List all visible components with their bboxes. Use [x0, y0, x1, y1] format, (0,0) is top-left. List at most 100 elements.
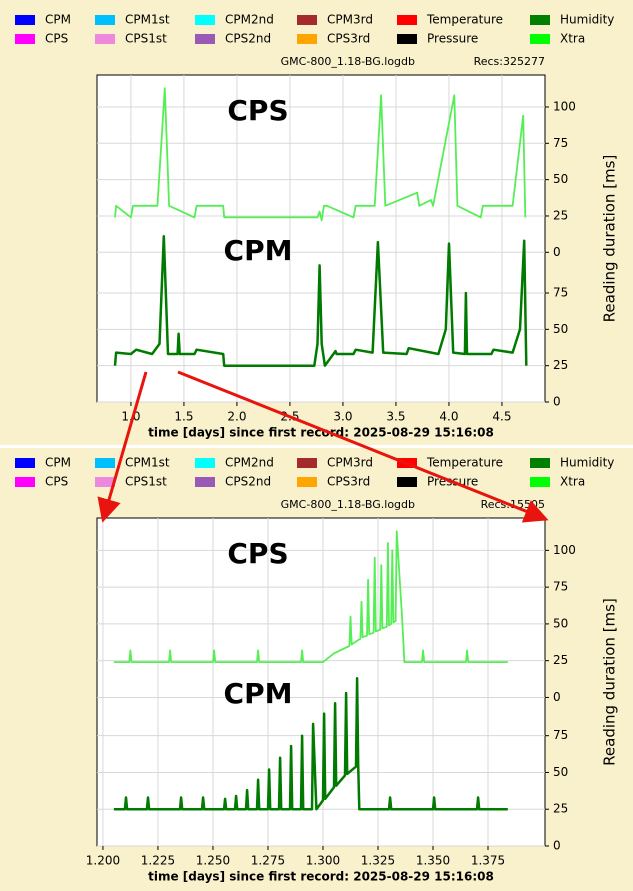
y2-tick-label: 0: [553, 690, 561, 704]
legend-label: CPM: [45, 456, 71, 470]
chart: CPMCPSCPM1stCPS1stCPM2ndCPS2ndCPM3rdCPS3…: [15, 13, 619, 440]
file-name: GMC-800_1.18-BG.logdb: [281, 55, 415, 68]
legend-label: Pressure: [427, 32, 478, 46]
legend-swatch: [297, 15, 317, 25]
charts: CPMCPSCPM1stCPS1stCPM2ndCPS2ndCPM3rdCPS3…: [15, 13, 619, 884]
annotation: CPM: [224, 677, 293, 710]
legend-swatch: [530, 477, 550, 487]
y-tick-label: 25: [553, 358, 568, 372]
x-tick-label: 1.250: [196, 854, 230, 868]
annotation: CPM: [224, 234, 293, 267]
y-tick-label: 50: [553, 765, 568, 779]
legend-swatch: [95, 34, 115, 44]
legend-label: CPS3rd: [327, 475, 370, 489]
legend-swatch: [397, 34, 417, 44]
legend-swatch: [397, 477, 417, 487]
legend-label: CPM2nd: [225, 13, 274, 27]
y-tick-label: 50: [553, 322, 568, 336]
legend-swatch: [297, 458, 317, 468]
legend-swatch: [530, 458, 550, 468]
x-tick-label: 4.0: [439, 410, 458, 424]
legend-swatch: [195, 477, 215, 487]
x-tick-label: 1.5: [174, 410, 193, 424]
legend-label: CPS: [45, 475, 68, 489]
x-tick-label: 1.350: [416, 854, 450, 868]
legend-label: Temperature: [426, 456, 503, 470]
y2-tick-label: 0: [553, 245, 561, 259]
legend-label: Xtra: [560, 32, 585, 46]
legend-swatch: [195, 34, 215, 44]
legend-swatch: [15, 34, 35, 44]
legend-label: Humidity: [560, 456, 614, 470]
zoom-arrows: [97, 370, 549, 523]
legend-label: CPS2nd: [225, 32, 271, 46]
legend-swatch: [15, 15, 35, 25]
legend-label: CPM1st: [125, 13, 170, 27]
legend-label: CPS2nd: [225, 475, 271, 489]
legend-label: Humidity: [560, 13, 614, 27]
legend-label: CPM3rd: [327, 13, 373, 27]
legend-swatch: [195, 458, 215, 468]
y2-tick-label: 50: [553, 616, 568, 630]
x-tick-label: 3.5: [386, 410, 405, 424]
x-tick-label: 1.275: [251, 854, 285, 868]
legend-swatch: [397, 15, 417, 25]
arrow: [177, 370, 549, 523]
legend-swatch: [15, 477, 35, 487]
series-line: [113, 530, 508, 663]
y2-tick-label: 100: [553, 99, 576, 113]
legend-label: CPM1st: [125, 456, 170, 470]
y-axis-label: Reading duration [ms]: [601, 155, 619, 323]
y-tick-label: 25: [553, 802, 568, 816]
legend-swatch: [95, 477, 115, 487]
x-axis-label: time [days] since first record: 2025-08-…: [148, 426, 494, 440]
series-line: [113, 235, 528, 367]
annotation: CPS: [227, 537, 288, 570]
x-tick-label: 2.0: [227, 410, 246, 424]
legend-swatch: [530, 34, 550, 44]
x-tick-label: 1.300: [306, 854, 340, 868]
y-axis-label: Reading duration [ms]: [601, 598, 619, 766]
arrow: [97, 371, 148, 523]
y2-tick-label: 75: [553, 580, 568, 594]
legend-label: CPM: [45, 13, 71, 27]
x-tick-label: 1.200: [86, 854, 120, 868]
x-axis-label: time [days] since first record: 2025-08-…: [148, 870, 494, 884]
y2-tick-label: 75: [553, 136, 568, 150]
legend-swatch: [95, 458, 115, 468]
legend-swatch: [195, 15, 215, 25]
legend-label: CPS: [45, 32, 68, 46]
legend-swatch: [297, 477, 317, 487]
series-line: [114, 87, 527, 222]
x-tick-label: 1.375: [471, 854, 505, 868]
x-tick-label: 1.0: [121, 410, 140, 424]
legend-swatch: [95, 15, 115, 25]
y2-tick-label: 25: [553, 653, 568, 667]
x-tick-label: 4.5: [492, 410, 511, 424]
legend-label: Xtra: [560, 475, 585, 489]
y-tick-label: 75: [553, 728, 568, 742]
legend-swatch: [530, 15, 550, 25]
y2-tick-label: 100: [553, 543, 576, 557]
legend-label: CPS3rd: [327, 32, 370, 46]
series-line: [113, 677, 508, 811]
legend-label: CPS1st: [125, 32, 167, 46]
plot-area: [96, 517, 546, 847]
legend-label: Temperature: [426, 13, 503, 27]
y2-tick-label: 50: [553, 172, 568, 186]
x-tick-label: 1.325: [361, 854, 395, 868]
annotation: CPS: [227, 94, 288, 127]
file-name: GMC-800_1.18-BG.logdb: [281, 498, 415, 511]
x-tick-label: 1.225: [141, 854, 175, 868]
legend-label: CPM2nd: [225, 456, 274, 470]
y-tick-label: 0: [553, 395, 561, 409]
legend-swatch: [297, 34, 317, 44]
legend-label: CPS1st: [125, 475, 167, 489]
legend-label: CPM3rd: [327, 456, 373, 470]
chart: CPM CPS CPM1st CPS1st CPM2nd CPS2nd CPM3rd CPS3…: [15, 456, 619, 884]
record-count: Recs:325277: [474, 55, 545, 68]
x-tick-label: 3.0: [333, 410, 352, 424]
legend-swatch: [15, 458, 35, 468]
y-tick-label: 75: [553, 286, 568, 300]
